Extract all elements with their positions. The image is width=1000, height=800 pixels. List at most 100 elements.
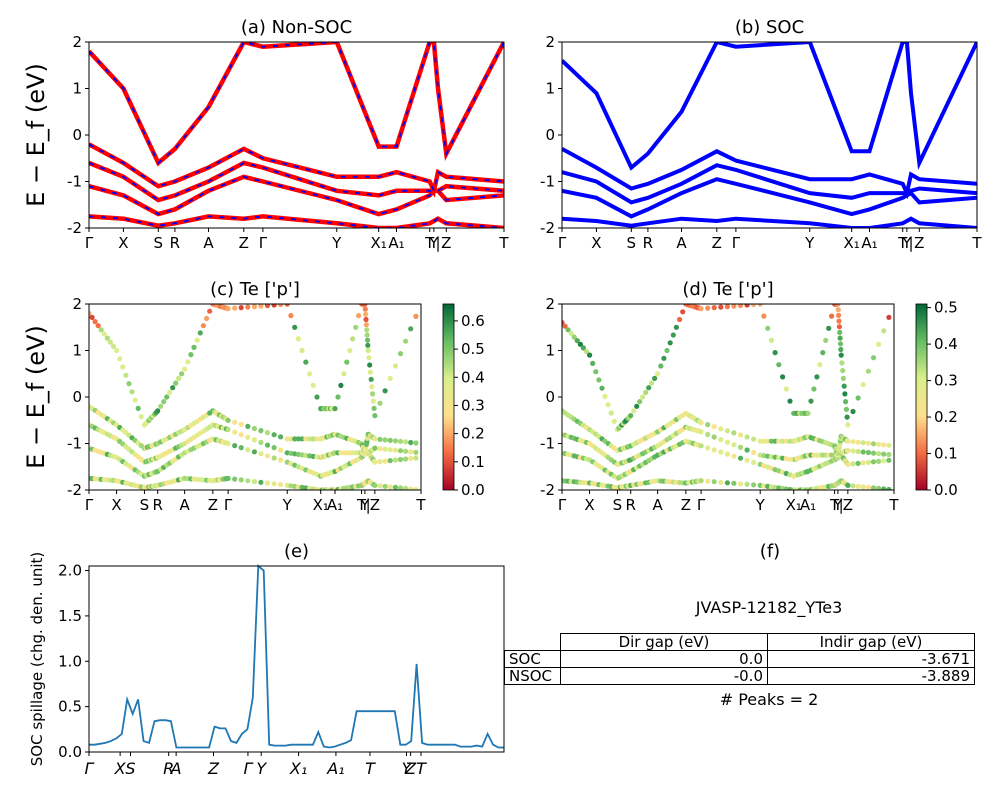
projection-point xyxy=(876,341,882,347)
indir-gap-value: -3.889 xyxy=(767,667,975,685)
projection-point xyxy=(392,484,398,490)
projection-point xyxy=(403,448,409,454)
band-line-nsoc xyxy=(89,42,504,167)
projection-point xyxy=(377,436,383,442)
x-tick-label: Y xyxy=(256,759,267,778)
x-tick-label: R xyxy=(163,759,174,778)
projection-point xyxy=(251,478,257,485)
projection-point xyxy=(104,335,110,341)
projection-point xyxy=(338,382,344,388)
y-axis-label: E − E_f (eV) xyxy=(22,63,50,207)
projection-point xyxy=(363,322,369,328)
projection-point xyxy=(772,438,778,444)
projection-point xyxy=(307,371,313,377)
projection-point xyxy=(805,410,811,416)
x-tick-label: Z xyxy=(681,496,691,514)
projection-point xyxy=(823,337,829,343)
projection-point xyxy=(731,304,737,309)
projection-point xyxy=(870,459,877,465)
projection-point xyxy=(314,436,320,442)
projection-point xyxy=(808,398,814,404)
projection-point xyxy=(225,427,231,433)
table-header-row: Dir gap (eV) Indir gap (eV) xyxy=(505,633,975,651)
projection-point xyxy=(114,347,120,354)
projection-point xyxy=(876,451,882,457)
colorbar-tick-label: 0.5 xyxy=(934,299,958,317)
x-tick-label: T xyxy=(365,759,376,778)
projection-point xyxy=(365,347,371,354)
projection-point xyxy=(705,305,711,311)
projection-point xyxy=(835,307,841,313)
projection-point xyxy=(167,389,173,395)
projection-point xyxy=(865,459,872,465)
y-tick-label: -1 xyxy=(540,173,555,191)
projection-point xyxy=(292,324,298,330)
projection-point xyxy=(705,422,711,428)
projection-point xyxy=(173,380,179,386)
projection-point xyxy=(413,449,419,455)
projection-point xyxy=(382,388,388,394)
projection-point xyxy=(299,347,305,354)
x-tick-label: X₁ xyxy=(786,496,802,514)
x-tick-label: Γ xyxy=(85,496,94,514)
projection-point xyxy=(372,413,378,419)
projection-point xyxy=(844,414,850,420)
projection-point xyxy=(744,304,750,308)
projection-point xyxy=(845,482,851,488)
projection-point xyxy=(238,445,244,451)
y-tick-label: -2 xyxy=(540,219,555,237)
projection-point xyxy=(840,368,846,374)
projection-point xyxy=(251,449,257,455)
y-tick-label: 0 xyxy=(72,388,82,406)
colorbar-tick-label: 0.3 xyxy=(934,372,958,390)
colorbar-tick-label: 0.1 xyxy=(461,453,485,471)
colorbar xyxy=(915,303,928,491)
projection-point xyxy=(295,336,301,342)
projection-point xyxy=(876,441,882,447)
x-tick-label: Y xyxy=(428,234,439,252)
table-row: SOC 0.0 -3.671 xyxy=(504,650,975,668)
projection-point xyxy=(89,314,95,320)
projection-point xyxy=(860,460,866,466)
table-header-dir-gap: Dir gap (eV) xyxy=(560,633,768,651)
projection-point xyxy=(225,306,231,312)
projection-point xyxy=(341,371,347,377)
projection-point xyxy=(787,438,793,444)
projection-point xyxy=(677,316,683,323)
projection-point xyxy=(362,304,368,307)
y-tick-label: 0.5 xyxy=(58,698,82,716)
projection-point xyxy=(182,366,188,372)
projection-point xyxy=(408,439,414,446)
projection-point xyxy=(667,340,673,346)
projection-point xyxy=(295,436,301,442)
projection-point xyxy=(164,394,170,400)
projection-point xyxy=(185,359,191,365)
projection-point xyxy=(292,436,298,442)
projection-point xyxy=(188,352,194,358)
projection-point xyxy=(89,310,92,316)
x-tick-label: Z xyxy=(208,496,218,514)
y-tick-label: 1 xyxy=(72,342,82,360)
gap-table: Dir gap (eV) Indir gap (eV) SOC 0.0 -3.6… xyxy=(504,633,975,685)
projection-point xyxy=(225,475,231,481)
x-tick-label: S xyxy=(140,496,150,514)
x-tick-label: Y xyxy=(402,759,413,778)
x-tick-label: A xyxy=(676,234,687,252)
projection-point xyxy=(161,399,167,405)
projection-point xyxy=(408,326,414,332)
projection-point xyxy=(865,440,872,446)
projection-point xyxy=(850,448,856,454)
projection-point xyxy=(278,447,284,453)
projection-point xyxy=(299,436,305,442)
projection-point xyxy=(132,397,138,403)
projection-point xyxy=(820,350,826,356)
projection-point xyxy=(364,337,371,343)
projection-point xyxy=(251,304,257,310)
colorbar-tick-label: 0.2 xyxy=(461,425,485,443)
projection-point xyxy=(737,444,744,450)
projection-point xyxy=(365,342,371,348)
x-tick-label: R xyxy=(643,234,653,252)
x-tick-label: R xyxy=(153,496,163,514)
y-tick-label: 2 xyxy=(72,33,82,51)
